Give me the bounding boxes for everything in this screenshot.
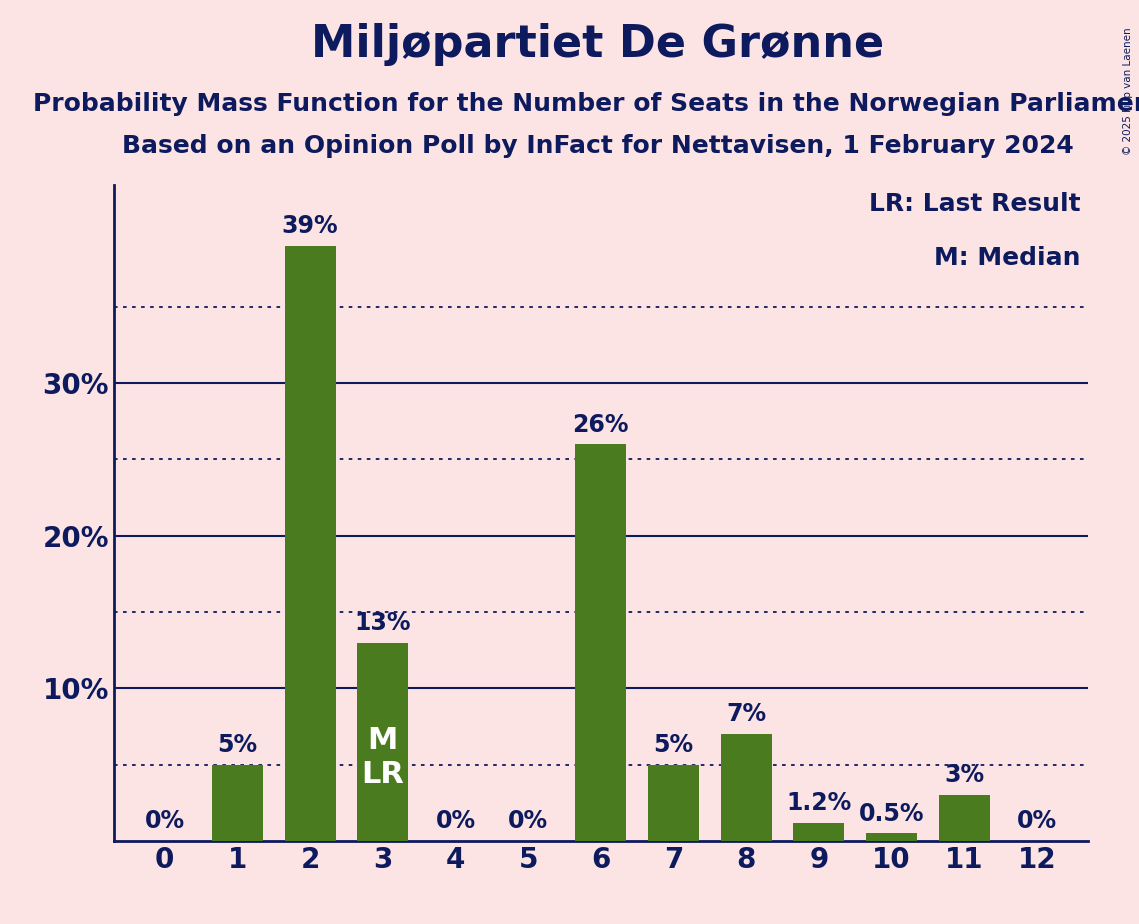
Text: 3%: 3%: [944, 763, 984, 787]
Bar: [575, 444, 626, 841]
Bar: [939, 795, 990, 841]
Bar: [866, 833, 917, 841]
Text: LR: Last Result: LR: Last Result: [869, 192, 1081, 216]
Text: Miljøpartiet De Grønne: Miljøpartiet De Grønne: [311, 23, 885, 67]
Bar: [648, 764, 699, 841]
Text: 1.2%: 1.2%: [786, 791, 852, 815]
Text: 0%: 0%: [508, 809, 548, 833]
Text: 0.5%: 0.5%: [859, 802, 924, 825]
Text: 39%: 39%: [281, 214, 338, 238]
Bar: [358, 642, 408, 841]
Text: 5%: 5%: [654, 733, 694, 757]
Text: 5%: 5%: [218, 733, 257, 757]
Text: 0%: 0%: [1017, 809, 1057, 833]
Text: 13%: 13%: [354, 611, 411, 635]
Bar: [721, 734, 771, 841]
Bar: [285, 246, 336, 841]
Text: 7%: 7%: [726, 702, 767, 726]
Text: M: Median: M: Median: [934, 246, 1081, 270]
Text: 0%: 0%: [435, 809, 476, 833]
Text: Based on an Opinion Poll by InFact for Nettavisen, 1 February 2024: Based on an Opinion Poll by InFact for N…: [122, 134, 1074, 158]
Bar: [212, 764, 263, 841]
Text: Probability Mass Function for the Number of Seats in the Norwegian Parliament: Probability Mass Function for the Number…: [33, 92, 1139, 116]
Text: © 2025 Filip van Laenen: © 2025 Filip van Laenen: [1123, 28, 1133, 155]
Bar: [794, 822, 844, 841]
Text: 26%: 26%: [573, 412, 629, 436]
Text: 0%: 0%: [145, 809, 185, 833]
Text: M
LR: M LR: [361, 726, 404, 789]
